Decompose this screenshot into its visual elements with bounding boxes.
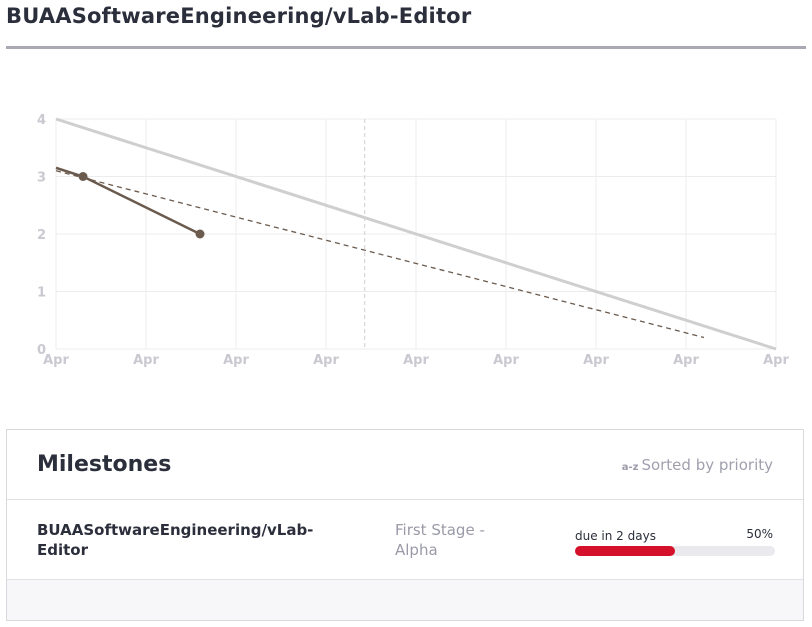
x-tick-label: Apr bbox=[763, 353, 789, 368]
milestone-progress-track bbox=[575, 546, 775, 556]
y-tick-label: 3 bbox=[37, 171, 46, 186]
x-tick-label: Apr bbox=[43, 353, 69, 368]
burndown-chart: Apr Apr Apr Apr Apr Apr Apr Apr Apr 0 1 2 3 4 bbox=[37, 113, 790, 368]
y-axis: 0 1 2 3 4 bbox=[37, 113, 46, 358]
page-header: BUAASoftwareEngineering/vLab-Editor bbox=[6, 0, 806, 49]
x-tick-label: Apr bbox=[583, 353, 609, 368]
milestones-header: Milestones a-z Sorted by priority bbox=[7, 430, 803, 500]
milestones-title: Milestones bbox=[37, 452, 172, 477]
milestone-stage[interactable]: First Stage - Alpha bbox=[395, 521, 485, 559]
trend-line bbox=[55, 170, 705, 339]
milestone-progress-fill bbox=[575, 546, 675, 556]
y-tick-label: 0 bbox=[37, 343, 46, 358]
milestone-percent: 50% bbox=[746, 527, 773, 541]
actual-line bbox=[55, 166, 201, 236]
y-tick-label: 1 bbox=[37, 286, 46, 301]
milestones-panel: Milestones a-z Sorted by priority BUAASof… bbox=[6, 429, 804, 621]
sort-az-icon: a-z bbox=[621, 462, 639, 473]
ideal-line bbox=[55, 117, 777, 351]
sort-label: Sorted by priority bbox=[641, 456, 773, 474]
data-point bbox=[195, 229, 205, 239]
data-point bbox=[78, 172, 88, 181]
x-tick-label: Apr bbox=[403, 353, 429, 368]
x-tick-label: Apr bbox=[313, 353, 339, 368]
x-tick-label: Apr bbox=[223, 353, 249, 368]
milestone-repo-link[interactable]: BUAASoftwareEngineering/vLab-Editor bbox=[37, 521, 314, 559]
milestone-due: due in 2 days bbox=[575, 529, 656, 543]
page-title: BUAASoftwareEngineering/vLab-Editor bbox=[6, 4, 472, 28]
x-tick-label: Apr bbox=[673, 353, 699, 368]
y-tick-label: 2 bbox=[37, 228, 46, 243]
x-axis: Apr Apr Apr Apr Apr Apr Apr Apr Apr bbox=[43, 353, 789, 368]
x-tick-label: Apr bbox=[493, 353, 519, 368]
milestone-row[interactable]: BUAASoftwareEngineering/vLab-Editor Firs… bbox=[7, 500, 803, 580]
chart-grid bbox=[55, 118, 777, 350]
sort-control[interactable]: a-z Sorted by priority bbox=[622, 456, 773, 474]
chart-series bbox=[55, 117, 777, 351]
x-tick-label: Apr bbox=[133, 353, 159, 368]
y-tick-label: 4 bbox=[37, 113, 46, 128]
